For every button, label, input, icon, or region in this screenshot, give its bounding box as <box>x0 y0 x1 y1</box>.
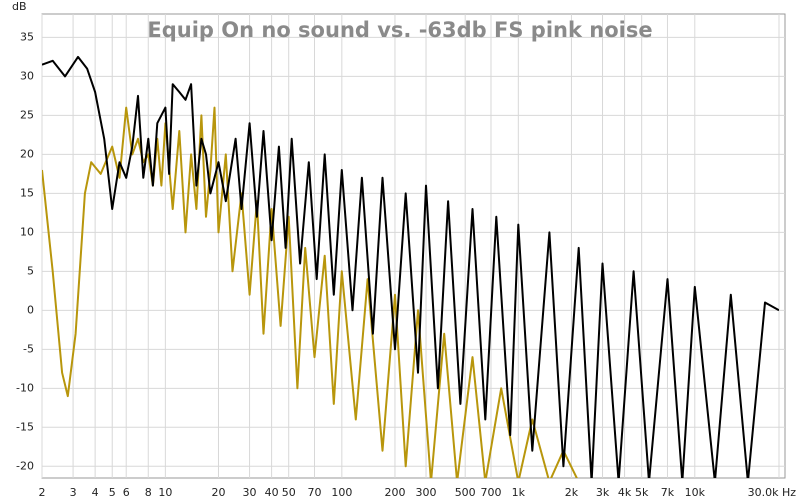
x-tick-label: 200 <box>384 486 405 499</box>
x-tick-label: 2k <box>565 486 579 499</box>
x-tick-label: 30 <box>243 486 257 499</box>
y-tick-label: 15 <box>20 186 34 199</box>
y-tick-label: 20 <box>20 147 34 160</box>
x-tick-label: 8 <box>145 486 152 499</box>
x-tick-label: 4 <box>92 486 99 499</box>
x-tick-label: 5 <box>109 486 116 499</box>
x-tick-label: 500 <box>455 486 476 499</box>
x-tick-label: 3k <box>596 486 610 499</box>
y-tick-label: -10 <box>16 381 34 394</box>
x-tick-label: 40 <box>265 486 279 499</box>
series-line <box>42 106 578 478</box>
x-tick-label: 1k <box>512 486 526 499</box>
y-tick-label: 5 <box>27 264 34 277</box>
x-tick-label: 6 <box>123 486 130 499</box>
y-tick-label: 0 <box>27 303 34 316</box>
x-tick-label: 5k <box>635 486 649 499</box>
x-tick-label: 20 <box>211 486 225 499</box>
x-tick-label: 4k <box>618 486 632 499</box>
y-tick-label: -20 <box>16 459 34 472</box>
x-tick-label: 7k <box>661 486 675 499</box>
x-tick-label: 30.0k Hz <box>748 486 797 499</box>
x-tick-label: 300 <box>416 486 437 499</box>
x-tick-label: 100 <box>331 486 352 499</box>
y-tick-label: 25 <box>20 108 34 121</box>
y-tick-label: 35 <box>20 30 34 43</box>
series-line <box>42 55 779 478</box>
y-tick-label: 10 <box>20 225 34 238</box>
x-tick-label: 50 <box>282 486 296 499</box>
y-tick-label: 30 <box>20 69 34 82</box>
x-tick-label: 70 <box>307 486 321 499</box>
x-tick-label: 700 <box>480 486 501 499</box>
x-tick-label: 3 <box>70 486 77 499</box>
plot-area <box>41 13 786 479</box>
chart-title: Equip On no sound vs. -63db FS pink nois… <box>147 18 652 42</box>
y-tick-label: -5 <box>23 342 34 355</box>
y-axis-label: dB <box>12 0 27 13</box>
x-tick-label: 2 <box>39 486 46 499</box>
x-tick-label: 10 <box>158 486 172 499</box>
y-tick-label: -15 <box>16 420 34 433</box>
x-tick-label: 10k <box>685 486 706 499</box>
